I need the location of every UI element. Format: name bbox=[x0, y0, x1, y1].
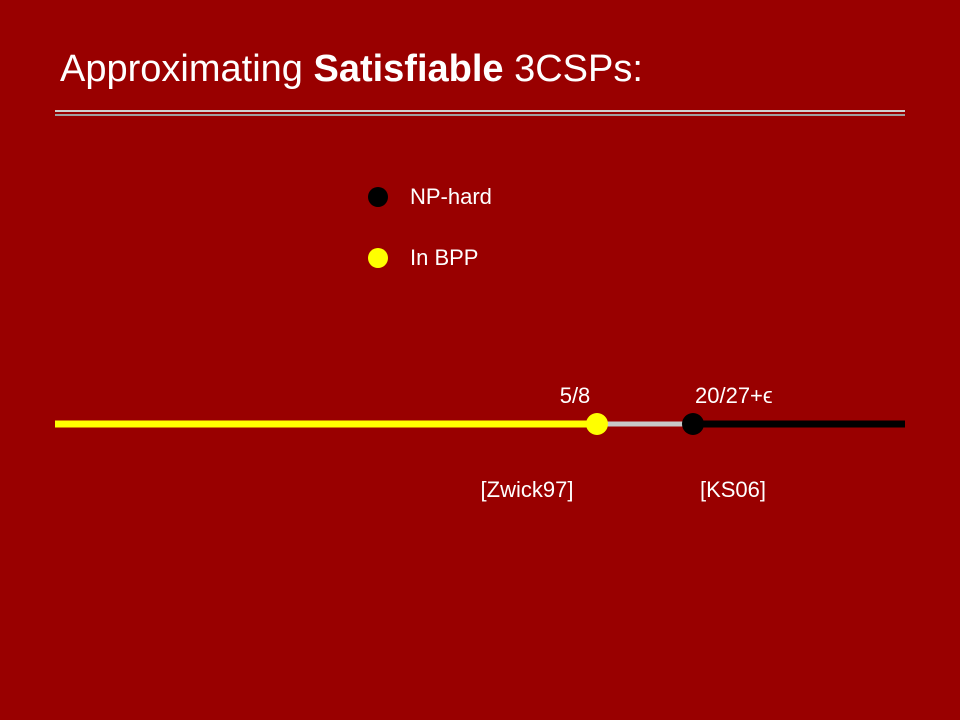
citation: [Zwick97] bbox=[481, 477, 574, 502]
legend-dot bbox=[368, 248, 388, 268]
marker-label: 20/27+ϵ bbox=[695, 383, 773, 408]
title-suffix: 3CSPs: bbox=[503, 48, 643, 90]
marker-dot bbox=[586, 413, 608, 435]
marker-label: 5/8 bbox=[560, 383, 591, 408]
citation: [KS06] bbox=[700, 477, 766, 502]
marker-dot bbox=[682, 413, 704, 435]
slide-title: Approximating Satisfiable 3CSPs: bbox=[60, 48, 643, 91]
legend-label: In BPP bbox=[410, 245, 478, 270]
title-prefix: Approximating bbox=[60, 48, 314, 90]
legend-dot bbox=[368, 187, 388, 207]
title-bold: Satisfiable bbox=[313, 48, 504, 90]
legend-label: NP-hard bbox=[410, 184, 492, 209]
